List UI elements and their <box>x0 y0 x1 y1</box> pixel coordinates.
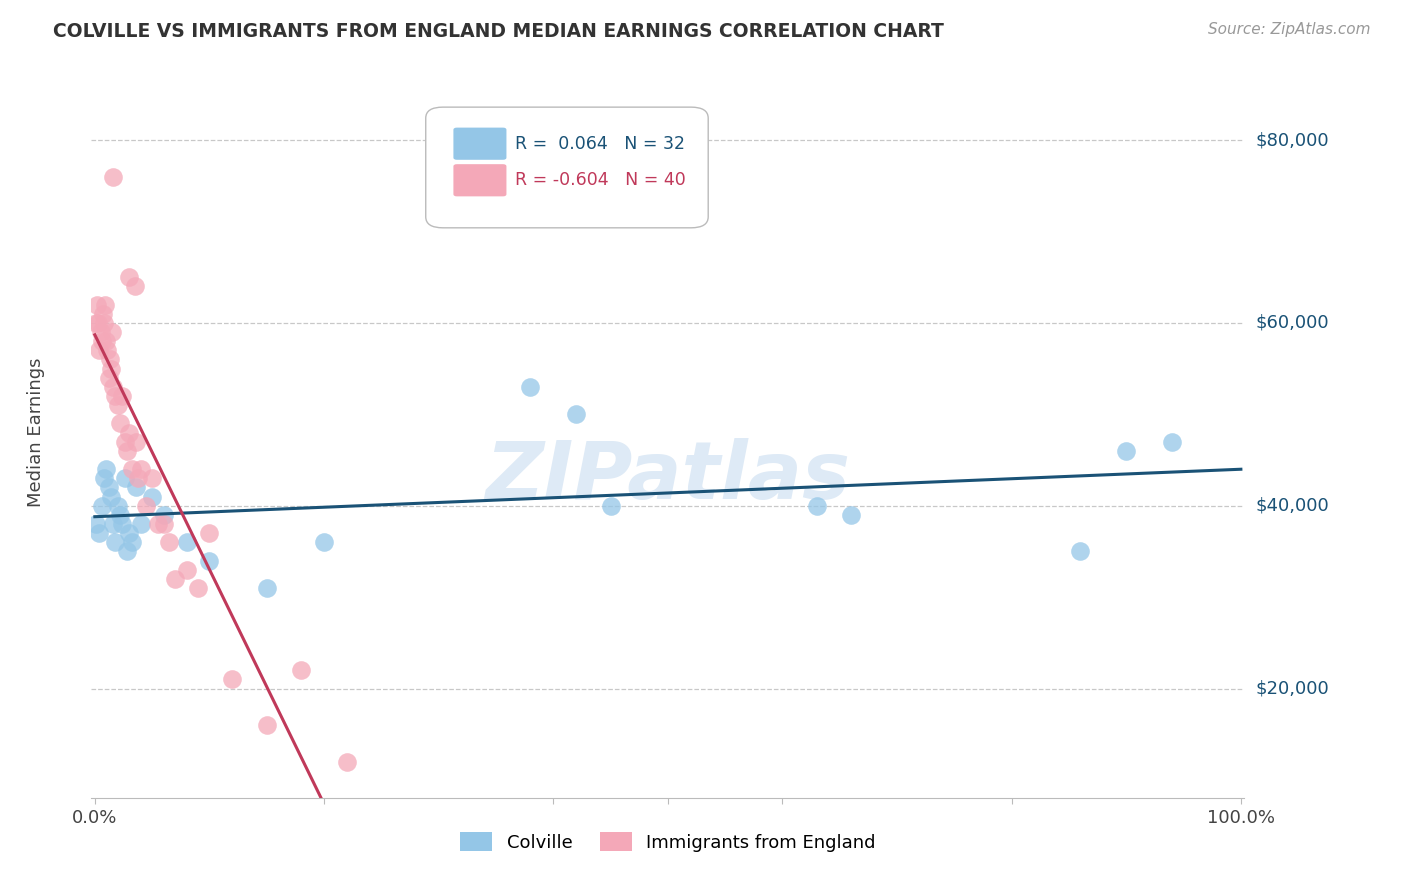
Text: Source: ZipAtlas.com: Source: ZipAtlas.com <box>1208 22 1371 37</box>
Text: $80,000: $80,000 <box>1256 131 1329 149</box>
Point <box>312 535 335 549</box>
Point <box>221 673 243 687</box>
Point <box>101 516 124 531</box>
Point <box>114 434 136 449</box>
Text: COLVILLE VS IMMIGRANTS FROM ENGLAND MEDIAN EARNINGS CORRELATION CHART: COLVILLE VS IMMIGRANTS FROM ENGLAND MEDI… <box>53 22 945 41</box>
Point <box>101 325 124 339</box>
Point <box>96 343 118 358</box>
Point <box>104 535 127 549</box>
Point <box>127 471 149 485</box>
Point <box>129 516 152 531</box>
Point <box>1161 434 1184 449</box>
Point <box>565 407 588 421</box>
Text: ZIPatlas: ZIPatlas <box>485 437 851 516</box>
Point <box>97 480 120 494</box>
Point <box>124 279 146 293</box>
Point <box>91 307 114 321</box>
Point <box>336 755 359 769</box>
Point <box>101 380 124 394</box>
Point <box>115 443 138 458</box>
Point <box>125 480 148 494</box>
Point <box>135 499 157 513</box>
Point <box>96 462 118 476</box>
Point <box>806 499 828 513</box>
Point <box>84 316 107 330</box>
Point <box>176 535 198 549</box>
Point <box>118 270 141 285</box>
Text: R = -0.604   N = 40: R = -0.604 N = 40 <box>515 171 685 189</box>
Point <box>125 434 148 449</box>
Point <box>84 516 107 531</box>
Point <box>93 316 115 330</box>
Point <box>121 462 143 476</box>
Point <box>290 664 312 678</box>
Point <box>152 508 174 522</box>
Point <box>90 325 112 339</box>
Point <box>97 371 120 385</box>
Point <box>104 389 127 403</box>
Text: $40,000: $40,000 <box>1256 497 1329 515</box>
FancyBboxPatch shape <box>453 128 506 160</box>
Point <box>176 563 198 577</box>
Point <box>100 361 122 376</box>
Point <box>198 526 221 541</box>
Point <box>519 380 541 394</box>
Point <box>93 471 115 485</box>
Point <box>1069 544 1091 558</box>
Text: $60,000: $60,000 <box>1256 314 1329 332</box>
Point <box>107 398 129 412</box>
Point <box>1115 443 1137 458</box>
Point <box>165 572 187 586</box>
Point <box>111 516 134 531</box>
Point <box>187 581 209 595</box>
Point <box>98 352 121 367</box>
Point <box>141 490 163 504</box>
Point <box>256 581 278 595</box>
Point <box>146 516 169 531</box>
Point <box>118 526 141 541</box>
Point <box>141 471 163 485</box>
Point <box>599 499 621 513</box>
Point <box>108 417 131 431</box>
Point <box>129 462 152 476</box>
Point <box>90 499 112 513</box>
Point <box>101 169 124 184</box>
Point <box>89 343 111 358</box>
Point <box>256 718 278 732</box>
Point <box>86 297 108 311</box>
Point <box>152 516 174 531</box>
Point <box>198 553 221 567</box>
Point <box>157 535 180 549</box>
Point <box>89 526 111 541</box>
Point <box>114 471 136 485</box>
Text: R =  0.064   N = 32: R = 0.064 N = 32 <box>515 135 685 153</box>
Point <box>839 508 862 522</box>
Point <box>100 490 122 504</box>
Point <box>115 544 138 558</box>
FancyBboxPatch shape <box>453 164 506 196</box>
Text: $20,000: $20,000 <box>1256 680 1329 698</box>
Legend: Colville, Immigrants from England: Colville, Immigrants from England <box>453 825 883 859</box>
FancyBboxPatch shape <box>426 107 709 227</box>
Point <box>96 334 118 348</box>
Point <box>90 334 112 348</box>
Point <box>87 316 110 330</box>
Point <box>107 499 129 513</box>
Point <box>108 508 131 522</box>
Text: Median Earnings: Median Earnings <box>27 358 45 508</box>
Point <box>118 425 141 440</box>
Point <box>111 389 134 403</box>
Point <box>121 535 143 549</box>
Point <box>94 297 117 311</box>
